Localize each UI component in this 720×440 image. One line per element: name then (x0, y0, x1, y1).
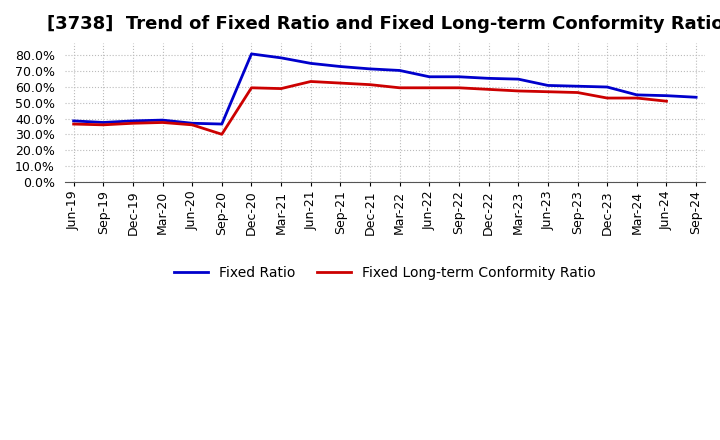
Fixed Long-term Conformity Ratio (69, 121, 78, 127)
Fixed Long-term Conformity Ratio (366, 82, 374, 87)
Fixed Ratio (662, 93, 671, 98)
Fixed Long-term Conformity Ratio (336, 81, 345, 86)
Fixed Ratio (276, 55, 285, 60)
Fixed Long-term Conformity Ratio (129, 121, 138, 126)
Fixed Ratio (99, 120, 107, 125)
Fixed Long-term Conformity Ratio (454, 85, 463, 91)
Fixed Ratio (395, 68, 404, 73)
Fixed Ratio (307, 61, 315, 66)
Fixed Ratio (425, 74, 433, 79)
Fixed Ratio (485, 76, 493, 81)
Legend: Fixed Ratio, Fixed Long-term Conformity Ratio: Fixed Ratio, Fixed Long-term Conformity … (168, 260, 602, 286)
Line: Fixed Ratio: Fixed Ratio (73, 54, 696, 124)
Fixed Long-term Conformity Ratio (603, 95, 611, 101)
Fixed Ratio (129, 118, 138, 124)
Fixed Long-term Conformity Ratio (217, 132, 226, 137)
Fixed Ratio (188, 121, 197, 126)
Fixed Long-term Conformity Ratio (188, 122, 197, 128)
Fixed Long-term Conformity Ratio (662, 99, 671, 104)
Title: [3738]  Trend of Fixed Ratio and Fixed Long-term Conformity Ratio: [3738] Trend of Fixed Ratio and Fixed Lo… (47, 15, 720, 33)
Fixed Ratio (603, 84, 611, 90)
Fixed Long-term Conformity Ratio (573, 90, 582, 95)
Fixed Long-term Conformity Ratio (395, 85, 404, 91)
Fixed Long-term Conformity Ratio (307, 79, 315, 84)
Fixed Ratio (454, 74, 463, 79)
Fixed Ratio (573, 84, 582, 89)
Fixed Long-term Conformity Ratio (158, 120, 167, 125)
Fixed Ratio (544, 83, 552, 88)
Fixed Long-term Conformity Ratio (544, 89, 552, 95)
Fixed Ratio (69, 118, 78, 124)
Fixed Ratio (632, 92, 641, 98)
Fixed Ratio (336, 64, 345, 69)
Fixed Long-term Conformity Ratio (425, 85, 433, 91)
Fixed Ratio (247, 51, 256, 57)
Fixed Long-term Conformity Ratio (632, 95, 641, 101)
Fixed Ratio (366, 66, 374, 72)
Fixed Long-term Conformity Ratio (514, 88, 523, 94)
Fixed Long-term Conformity Ratio (247, 85, 256, 91)
Fixed Long-term Conformity Ratio (99, 122, 107, 128)
Line: Fixed Long-term Conformity Ratio: Fixed Long-term Conformity Ratio (73, 81, 667, 134)
Fixed Ratio (692, 95, 701, 100)
Fixed Ratio (158, 117, 167, 123)
Fixed Ratio (217, 121, 226, 127)
Fixed Ratio (514, 77, 523, 82)
Fixed Long-term Conformity Ratio (485, 87, 493, 92)
Fixed Long-term Conformity Ratio (276, 86, 285, 91)
